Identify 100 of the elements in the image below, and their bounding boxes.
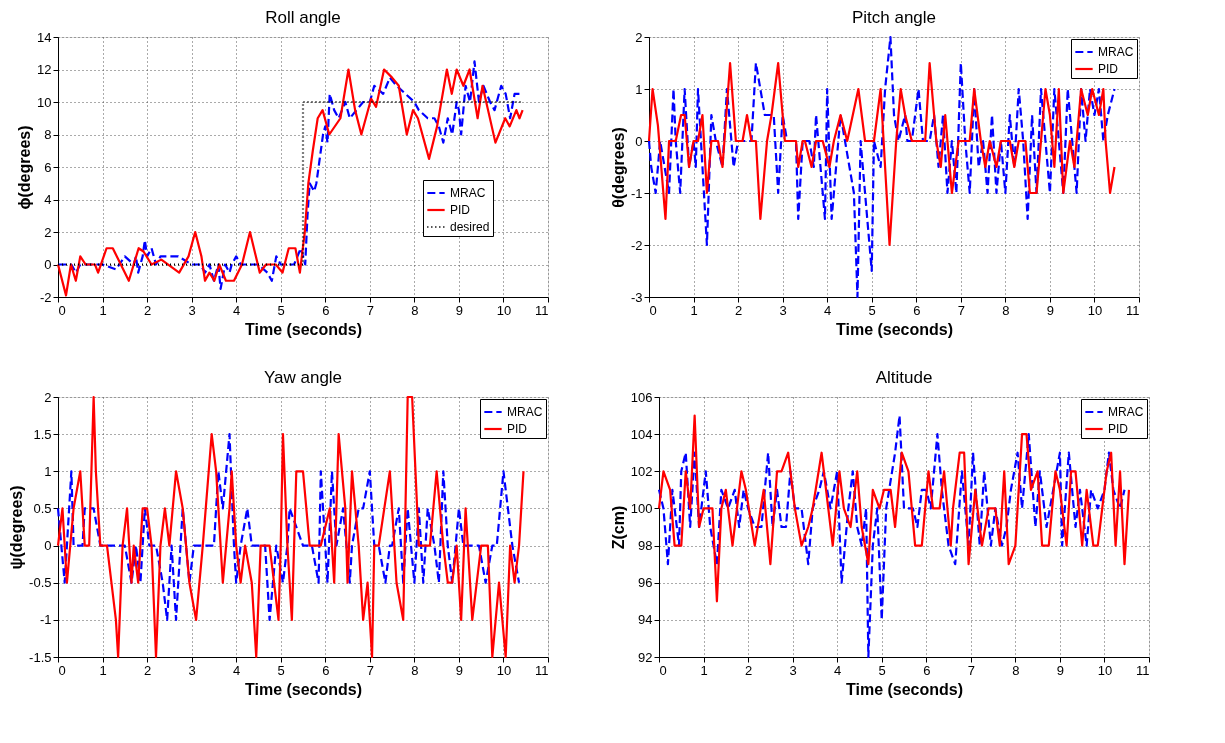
x-tick-label: 7	[957, 302, 965, 318]
y-tick-label: 1.5	[33, 426, 52, 442]
x-tick-label: 11	[535, 662, 549, 678]
y-tick-label: 106	[630, 389, 653, 405]
x-tick-label: 1	[690, 302, 698, 318]
y-tick-label: 94	[638, 612, 653, 628]
x-axis-title: Time (seconds)	[244, 680, 363, 698]
x-tick-label: 4	[824, 302, 832, 318]
x-tick-label: 9	[455, 662, 464, 678]
x-tick-label: 0	[58, 662, 66, 678]
y-tick-label: 1	[44, 463, 52, 479]
y-tick-label: -1.5	[29, 649, 52, 665]
y-tick-label: -1	[39, 612, 52, 628]
legend-label: MRAC	[1098, 45, 1134, 59]
x-tick-label: 1	[700, 662, 708, 678]
x-tick-label: 10	[496, 662, 512, 678]
x-tick-label: 5	[277, 662, 285, 678]
y-tick-label: 0	[635, 133, 643, 149]
y-tick-label: 2	[44, 224, 52, 240]
x-tick-label: 3	[789, 662, 797, 678]
y-tick-label: 14	[37, 29, 52, 45]
y-tick-label: 12	[37, 62, 52, 77]
legend-label: PID	[507, 422, 528, 436]
y-tick-label: 0.5	[33, 500, 52, 516]
x-tick-label: 10	[1097, 662, 1113, 678]
x-axis-title: Time (seconds)	[835, 320, 954, 338]
x-tick-label: 10	[496, 302, 512, 318]
y-tick-label: -0.5	[29, 575, 52, 591]
legend-label: MRAC	[1108, 405, 1144, 419]
x-tick-label: 5	[277, 302, 285, 318]
x-tick-label: 11	[1126, 302, 1140, 318]
y-tick-label: 102	[630, 463, 653, 479]
y-tick-label: 6	[44, 159, 52, 175]
x-axis-title: Time (seconds)	[244, 320, 363, 338]
y-tick-label: -1	[630, 185, 643, 201]
x-tick-label: 2	[143, 302, 152, 318]
x-tick-label: 1	[99, 662, 107, 678]
y-tick-label: 0	[44, 538, 52, 554]
x-tick-label: 3	[779, 302, 787, 318]
legend-label: PID	[1098, 62, 1119, 76]
legend-label: MRAC	[507, 405, 543, 419]
chart-title: Roll angle	[265, 8, 341, 27]
line-series	[657, 414, 1126, 659]
x-tick-label: 7	[967, 662, 975, 678]
x-tick-label: 0	[58, 302, 66, 318]
x-tick-label: 4	[834, 662, 842, 678]
x-tick-label: 9	[1046, 302, 1055, 318]
chart-title: Altitude	[875, 368, 933, 387]
x-tick-label: 5	[878, 662, 886, 678]
y-axis-title: Z(cm)	[609, 505, 627, 550]
y-tick-label: -3	[630, 289, 643, 305]
x-tick-label: 7	[366, 662, 374, 678]
y-tick-label: -2	[630, 237, 643, 253]
y-tick-label: 2	[635, 29, 643, 45]
legend-label: MRAC	[450, 186, 486, 200]
legend-label: PID	[450, 203, 471, 217]
y-tick-label: 98	[638, 538, 653, 554]
x-tick-label: 4	[233, 302, 241, 318]
x-tick-label: 11	[1136, 662, 1150, 678]
y-tick-label: 92	[638, 649, 653, 665]
x-tick-label: 9	[1056, 662, 1065, 678]
x-tick-label: 7	[366, 302, 374, 318]
x-tick-label: 4	[233, 662, 241, 678]
x-tick-label: 6	[913, 302, 921, 318]
y-tick-label: 1	[635, 81, 643, 97]
y-tick-label: 96	[638, 575, 653, 591]
line-series	[647, 61, 1116, 247]
x-tick-label: 2	[143, 662, 152, 678]
chart-title: Pitch angle	[851, 8, 937, 27]
x-tick-label: 9	[455, 302, 464, 318]
x-tick-label: 2	[744, 662, 753, 678]
y-axis-title: ϕ(degrees)	[16, 125, 34, 210]
x-tick-label: 10	[1087, 302, 1103, 318]
y-tick-label: -2	[39, 289, 52, 305]
x-tick-label: 6	[923, 662, 931, 678]
x-tick-label: 11	[535, 302, 549, 318]
y-axis-title: ψ(degrees)	[8, 485, 26, 570]
y-tick-label: 10	[37, 94, 52, 110]
y-tick-label: 100	[630, 500, 653, 516]
x-tick-label: 2	[734, 302, 743, 318]
x-tick-label: 8	[1002, 302, 1010, 318]
y-axis-title: θ(degrees)	[609, 127, 627, 208]
x-tick-label: 6	[322, 662, 330, 678]
chart-title: Yaw angle	[263, 368, 343, 387]
x-tick-label: 5	[868, 302, 876, 318]
x-tick-label: 1	[99, 302, 107, 318]
y-tick-label: 4	[44, 192, 52, 207]
y-tick-label: 2	[44, 389, 52, 405]
legend-label: desired	[450, 220, 490, 234]
x-tick-label: 3	[188, 662, 196, 678]
y-tick-label: 104	[630, 426, 653, 442]
x-tick-label: 8	[411, 662, 419, 678]
x-tick-label: 8	[411, 302, 419, 318]
x-tick-label: 0	[659, 662, 667, 678]
line-series	[657, 414, 1131, 603]
x-tick-label: 6	[322, 302, 330, 318]
line-series	[56, 433, 521, 621]
legend-label: PID	[1108, 422, 1129, 436]
y-tick-label: 0	[44, 257, 52, 272]
x-tick-label: 3	[188, 302, 196, 318]
